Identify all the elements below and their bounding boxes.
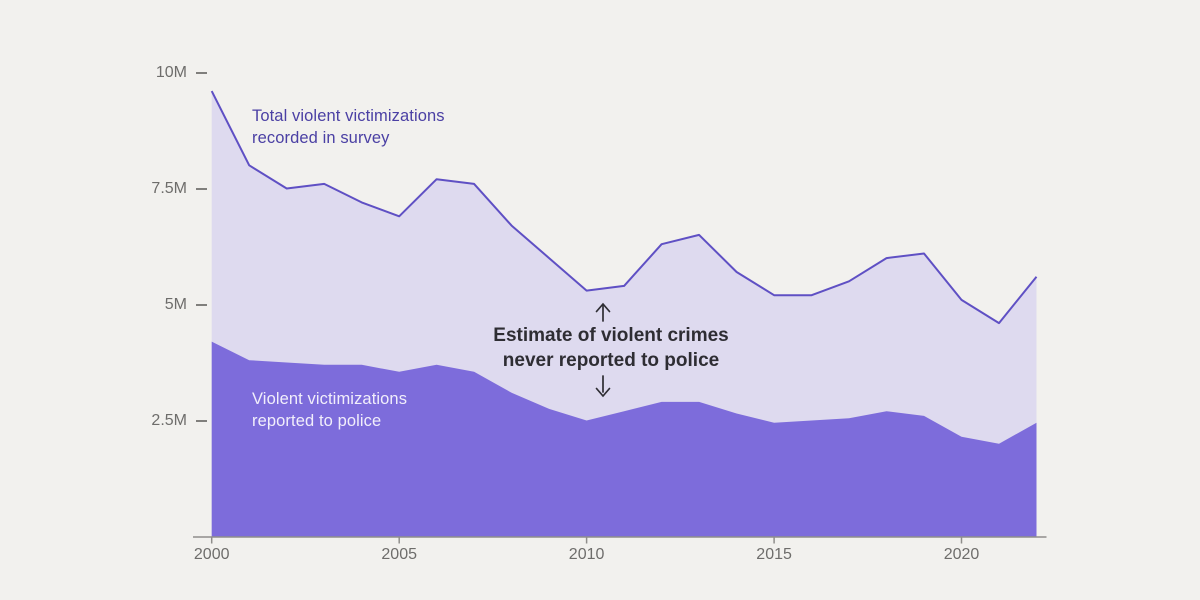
total-series-label-line1: Total violent victimizations (252, 107, 445, 125)
reported-series-label-line1: Violent victimizations (252, 390, 408, 408)
x-axis-ticks (210, 537, 963, 544)
y-tick-dash-icon (196, 419, 207, 422)
x-tick-label: 2005 (381, 546, 417, 563)
reported-series-label-line2: reported to police (252, 412, 382, 430)
y-tick-dash-icon (196, 71, 207, 74)
gap-annotation-line1: Estimate of violent crimes (493, 325, 729, 346)
x-tick-label: 2010 (568, 546, 605, 563)
y-tick-dash-icon (196, 187, 207, 190)
gap-annotation-line2: never reported to police (502, 349, 720, 371)
total-series-label-line2: recorded in survey (252, 129, 390, 147)
y-tick-text: 2.5M (151, 411, 187, 429)
x-tick-label: 2000 (193, 546, 230, 563)
y-tick-text: 5M (164, 295, 187, 313)
arrow-up-icon (595, 302, 611, 322)
x-tick-label: 2020 (943, 546, 980, 563)
y-tick-text: 10M (155, 63, 187, 81)
reported-area (211, 341, 1037, 537)
y-tick-text: 7.5M (151, 179, 187, 197)
arrow-down-icon (595, 375, 611, 398)
reported-series-label: Violent victimizations reported to polic… (252, 388, 407, 432)
total-line (210, 90, 1038, 325)
gap-annotation: Estimate of violent crimes never reporte… (461, 324, 761, 373)
total-series-label: Total violent victimizations recorded in… (252, 105, 445, 149)
y-tick-label: 10M (0, 63, 207, 83)
y-tick-label: 5M (0, 295, 207, 315)
y-tick-label: 2.5M (0, 411, 207, 431)
y-tick-dash-icon (196, 303, 207, 306)
x-tick-label: 2015 (756, 546, 792, 563)
y-tick-label: 7.5M (0, 179, 207, 199)
